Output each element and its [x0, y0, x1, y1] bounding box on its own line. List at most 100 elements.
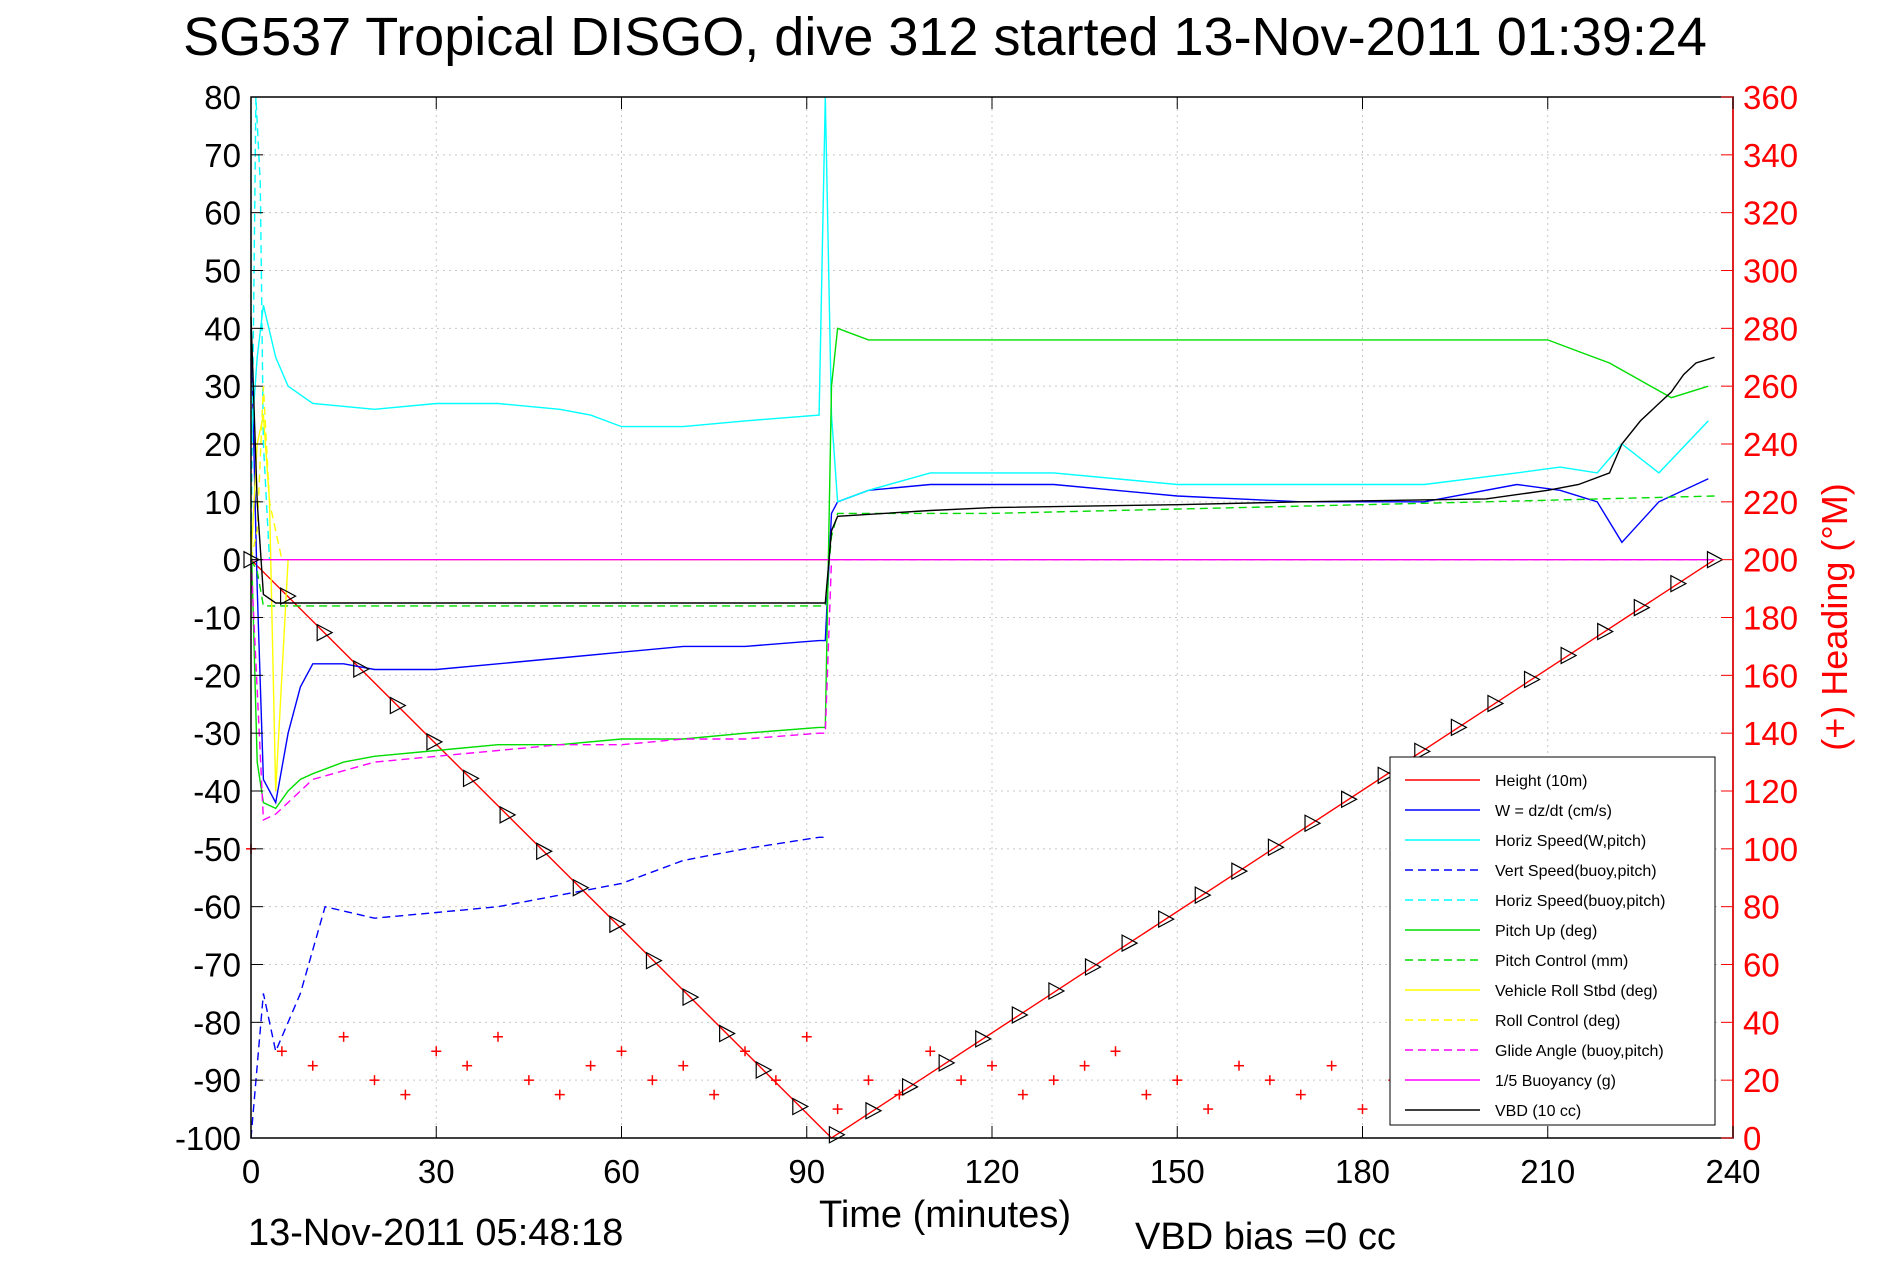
heading-marker	[647, 1075, 658, 1086]
heading-marker	[369, 1075, 380, 1086]
heading-marker	[276, 1046, 287, 1057]
legend-item: 1/5 Buoyancy (g)	[1405, 1073, 1616, 1090]
heading-marker	[462, 1060, 473, 1071]
legend-item: Roll Control (deg)	[1405, 1013, 1620, 1030]
heading-marker	[740, 1046, 750, 1057]
depth-marker	[938, 1053, 956, 1072]
depth-marker	[1670, 574, 1688, 593]
legend-label: Height (10m)	[1495, 773, 1587, 790]
y-tick-label: 60	[204, 195, 241, 232]
legend-item: Vert Speed(buoy,pitch)	[1405, 863, 1657, 880]
heading-marker	[1017, 1089, 1028, 1100]
legend: Height (10m) W = dz/dt (cm/s) Horiz Speed(…	[1389, 756, 1716, 1126]
y-tick-label: -50	[193, 831, 241, 868]
heading-marker	[832, 1104, 843, 1115]
y-tick-label: 0	[223, 542, 241, 579]
y-tick-label: -10	[193, 600, 241, 637]
y2-tick-label: 220	[1743, 484, 1798, 521]
y-tick-label: 40	[204, 310, 241, 347]
y-tick-label: -90	[193, 1062, 241, 1099]
legend-item: Vehicle Roll Stbd (deg)	[1405, 983, 1658, 1000]
y-tick-label: -70	[193, 947, 241, 984]
y2-tick-label: 20	[1743, 1062, 1780, 1099]
series-line-4	[250, 96, 271, 560]
y2-tick-label: 160	[1743, 657, 1798, 694]
footer-date: 13-Nov-2011 05:48:18	[248, 1212, 623, 1254]
legend-item: Pitch Control (mm)	[1405, 953, 1628, 970]
depth-marker	[1487, 694, 1505, 713]
depth-marker	[645, 951, 663, 970]
x-tick-label: 0	[242, 1153, 260, 1190]
y-tick-label: 80	[204, 79, 241, 116]
y2-axis-ticks: 3603403203002802602402202001801601401201…	[1721, 79, 1798, 1157]
legend-label: Vehicle Roll Stbd (deg)	[1495, 983, 1658, 1000]
heading-marker	[925, 1046, 936, 1057]
y-tick-label: -100	[175, 1120, 241, 1157]
x-tick-label: 90	[788, 1153, 825, 1190]
heading-marker	[554, 1089, 565, 1100]
legend-item: Pitch Up (deg)	[1405, 923, 1597, 940]
legend-label: 1/5 Buoyancy (g)	[1495, 1073, 1616, 1090]
y2-tick-label: 320	[1743, 195, 1798, 232]
y2-tick-label: 180	[1743, 600, 1798, 637]
heading-marker	[1295, 1089, 1306, 1100]
heading-marker	[1234, 1060, 1244, 1071]
y-tick-label: 10	[204, 484, 241, 521]
heading-marker	[1141, 1089, 1152, 1100]
legend-label: Vert Speed(buoy,pitch)	[1495, 863, 1657, 880]
legend-label: Glide Angle (buoy,pitch)	[1495, 1043, 1664, 1060]
legend-label: VBD (10 cc)	[1495, 1103, 1581, 1120]
legend-item: Glide Angle (buoy,pitch)	[1405, 1043, 1664, 1060]
heading-marker	[678, 1060, 689, 1071]
heading-marker	[1172, 1075, 1183, 1086]
heading-marker	[1048, 1075, 1059, 1086]
x-axis-label: Time (minutes)	[819, 1194, 1071, 1236]
x-tick-label: 60	[603, 1153, 640, 1190]
depth-marker	[1231, 862, 1249, 881]
y2-tick-label: 340	[1743, 137, 1798, 174]
y2-tick-label: 0	[1743, 1120, 1761, 1157]
depth-marker	[1450, 718, 1468, 737]
series-line-11	[250, 316, 1715, 604]
depth-marker	[609, 915, 627, 934]
depth-marker	[572, 878, 590, 897]
x-tick-label: 120	[964, 1153, 1019, 1190]
y-tick-label: 30	[204, 368, 241, 405]
depth-marker	[1341, 790, 1358, 809]
y2-tick-label: 80	[1743, 889, 1780, 926]
legend-label: Horiz Speed(W,pitch)	[1495, 833, 1646, 850]
depth-marker	[1048, 981, 1066, 1000]
y2-tick-label: 280	[1743, 310, 1798, 347]
y2-tick-label: 120	[1743, 773, 1798, 810]
legend-label: W = dz/dt (cm/s)	[1495, 803, 1612, 820]
y2-tick-label: 240	[1743, 426, 1798, 463]
legend-item: Horiz Speed(buoy,pitch)	[1405, 893, 1665, 910]
heading-marker	[523, 1075, 534, 1086]
y2-tick-label: 40	[1743, 1004, 1780, 1041]
heading-marker	[338, 1031, 349, 1042]
heading-marker	[431, 1046, 442, 1057]
legend-label: Pitch Control (mm)	[1495, 953, 1628, 970]
legend-box	[1389, 756, 1716, 1126]
x-tick-label: 30	[418, 1153, 455, 1190]
depth-marker	[1011, 1005, 1029, 1024]
depth-marker	[426, 732, 444, 751]
y-axis-ticks: 80 70 60 50 40 30 20 10 0 -10 -20 -30 -40 -50 -60 -70 -8…	[175, 79, 263, 1157]
depth-marker	[828, 1125, 846, 1144]
heading-marker	[307, 1060, 318, 1071]
y-tick-label: -20	[193, 657, 241, 694]
x-tick-label: 150	[1150, 1153, 1205, 1190]
y-tick-label: -60	[193, 889, 241, 926]
depth-marker	[1706, 550, 1724, 569]
heading-marker	[493, 1031, 503, 1042]
depth-marker	[1267, 838, 1285, 857]
footer-vbd-bias: VBD bias =0 cc	[1135, 1216, 1396, 1258]
depth-marker	[353, 660, 371, 679]
series-line-2	[250, 96, 1709, 503]
depth-marker	[1560, 646, 1578, 665]
y2-axis-label: (+) Heading (°M)	[1814, 483, 1855, 750]
legend-items: Height (10m) W = dz/dt (cm/s) Horiz Speed(…	[1405, 773, 1665, 1120]
depth-marker	[316, 623, 334, 642]
legend-label: Horiz Speed(buoy,pitch)	[1495, 893, 1665, 910]
x-tick-label: 210	[1520, 1153, 1575, 1190]
